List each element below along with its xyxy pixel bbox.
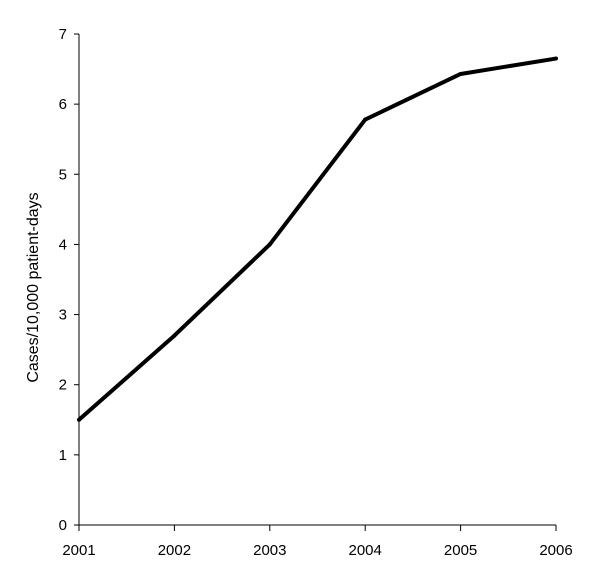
y-tick-label: 6 <box>59 96 67 113</box>
x-tick-label: 2002 <box>158 542 191 559</box>
data-point <box>267 242 272 247</box>
x-tick-label: 2001 <box>62 542 95 559</box>
data-point <box>172 333 177 338</box>
x-tick-label: 2004 <box>349 542 382 559</box>
x-tick-label: 2006 <box>539 542 572 559</box>
y-tick-label: 7 <box>59 26 67 43</box>
x-axis-ticks: 2001 2002 2003 2004 2005 2006 <box>62 525 573 559</box>
y-tick-label: 5 <box>59 166 67 183</box>
x-tick-label: 2005 <box>444 542 477 559</box>
y-tick-label: 2 <box>59 377 67 394</box>
data-point <box>458 71 463 76</box>
y-axis-ticks: 0 1 2 3 4 5 6 7 <box>59 26 79 534</box>
data-point <box>554 56 558 61</box>
y-axis-title: Cases/10,000 patient-days <box>25 192 42 382</box>
y-tick-label: 3 <box>59 307 67 324</box>
data-point <box>77 417 81 422</box>
series-group <box>77 56 558 422</box>
y-tick-label: 0 <box>59 517 67 534</box>
data-point <box>363 117 368 122</box>
y-tick-label: 4 <box>59 236 67 253</box>
series-line <box>77 56 557 422</box>
y-tick-label: 1 <box>59 447 67 464</box>
x-tick-label: 2003 <box>253 542 286 559</box>
